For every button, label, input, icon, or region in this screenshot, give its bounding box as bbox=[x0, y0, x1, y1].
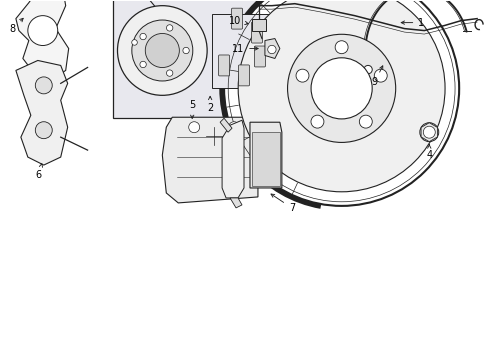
Text: 6: 6 bbox=[36, 164, 42, 180]
Polygon shape bbox=[249, 122, 281, 188]
Circle shape bbox=[35, 77, 52, 94]
Circle shape bbox=[140, 33, 146, 40]
Circle shape bbox=[419, 123, 438, 141]
Text: 2: 2 bbox=[206, 96, 213, 113]
Circle shape bbox=[363, 66, 371, 74]
Circle shape bbox=[228, 122, 239, 133]
FancyBboxPatch shape bbox=[212, 14, 271, 88]
Polygon shape bbox=[16, 0, 68, 80]
Text: 5: 5 bbox=[189, 100, 195, 118]
Circle shape bbox=[188, 122, 199, 133]
Circle shape bbox=[267, 45, 276, 54]
Circle shape bbox=[359, 115, 371, 128]
Circle shape bbox=[140, 61, 146, 68]
Circle shape bbox=[28, 15, 58, 45]
FancyBboxPatch shape bbox=[231, 8, 242, 29]
Circle shape bbox=[166, 25, 172, 31]
Polygon shape bbox=[162, 117, 258, 203]
Text: 11: 11 bbox=[231, 44, 258, 54]
Circle shape bbox=[131, 40, 137, 45]
Polygon shape bbox=[222, 120, 244, 198]
FancyBboxPatch shape bbox=[254, 46, 265, 67]
Circle shape bbox=[132, 20, 192, 81]
Circle shape bbox=[145, 33, 179, 68]
Text: 9: 9 bbox=[371, 66, 382, 87]
Circle shape bbox=[310, 115, 323, 128]
Circle shape bbox=[373, 69, 386, 82]
FancyBboxPatch shape bbox=[251, 19, 265, 31]
Text: 10: 10 bbox=[228, 15, 248, 26]
Text: 8: 8 bbox=[10, 18, 23, 33]
Polygon shape bbox=[251, 132, 279, 186]
FancyBboxPatch shape bbox=[251, 22, 262, 43]
Circle shape bbox=[224, 0, 458, 206]
FancyBboxPatch shape bbox=[112, 0, 279, 118]
Circle shape bbox=[334, 41, 347, 54]
Circle shape bbox=[117, 6, 207, 95]
FancyBboxPatch shape bbox=[238, 65, 249, 86]
Circle shape bbox=[287, 34, 395, 143]
Text: 1: 1 bbox=[400, 18, 424, 28]
Polygon shape bbox=[264, 39, 279, 58]
Polygon shape bbox=[220, 118, 232, 132]
Circle shape bbox=[183, 47, 189, 54]
Circle shape bbox=[238, 0, 444, 192]
Circle shape bbox=[295, 69, 308, 82]
Text: 4: 4 bbox=[426, 144, 431, 160]
Polygon shape bbox=[229, 198, 242, 208]
Circle shape bbox=[166, 70, 172, 76]
Circle shape bbox=[35, 122, 52, 139]
FancyBboxPatch shape bbox=[218, 55, 229, 76]
Circle shape bbox=[310, 58, 371, 119]
Circle shape bbox=[423, 126, 434, 138]
Text: 7: 7 bbox=[270, 194, 294, 213]
Polygon shape bbox=[16, 60, 67, 165]
Polygon shape bbox=[420, 123, 437, 141]
Text: 3: 3 bbox=[0, 359, 1, 360]
